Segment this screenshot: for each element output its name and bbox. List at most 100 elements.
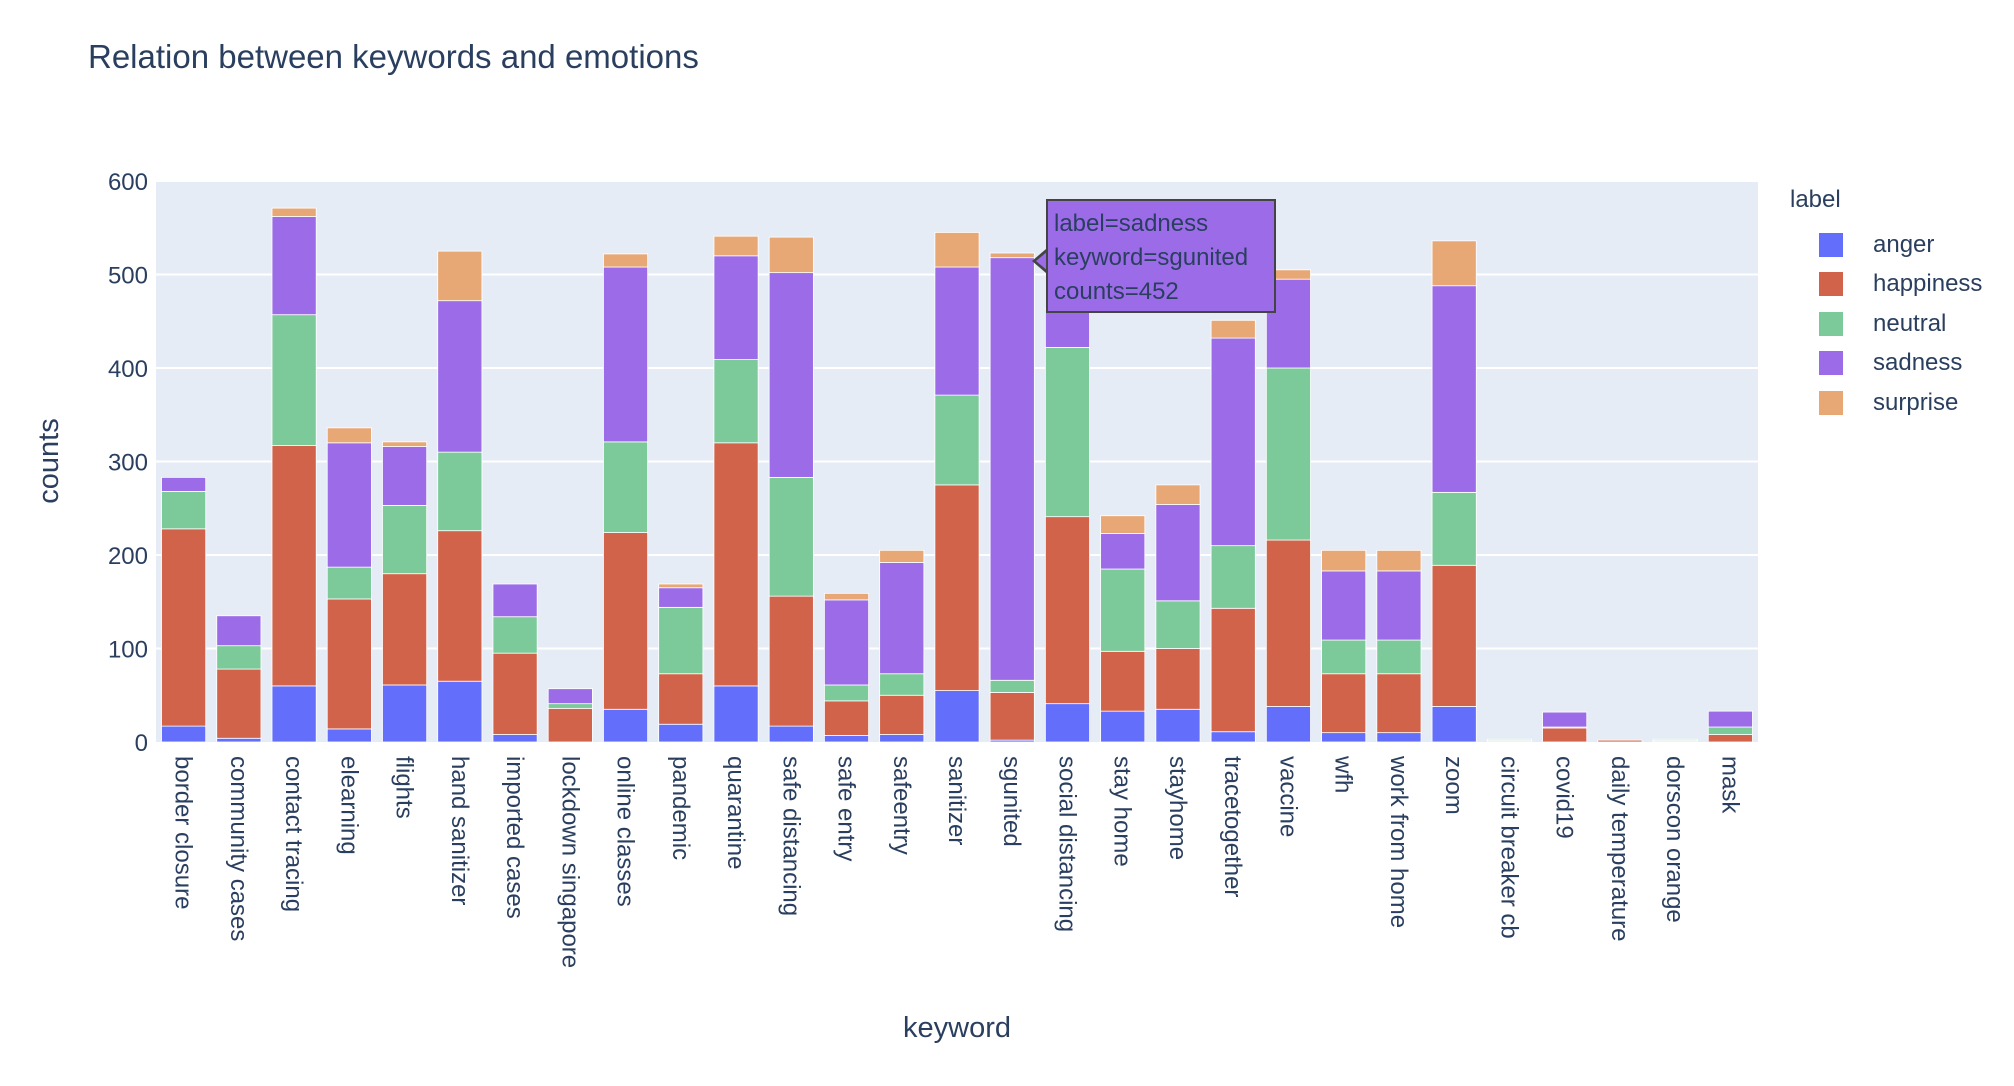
bar-mask-sadness[interactable] [1707, 710, 1753, 728]
bar-imported-cases-happiness[interactable] [492, 652, 538, 735]
bar-stay-home-neutral[interactable] [1100, 568, 1146, 652]
bar-sanitizer-neutral[interactable] [934, 394, 980, 486]
bar-elearning-happiness[interactable] [326, 598, 372, 730]
bar-pandemic-neutral[interactable] [658, 606, 704, 675]
bar-stayhome-anger[interactable] [1155, 708, 1201, 743]
bar-community-cases-neutral[interactable] [216, 645, 262, 670]
bar-sgunited-happiness[interactable] [989, 692, 1035, 741]
legend-item-surprise[interactable]: surprise [1786, 383, 2006, 423]
bar-covid19-happiness[interactable] [1542, 727, 1588, 743]
bar-border-closure-happiness[interactable] [161, 528, 207, 727]
bar-social-distancing-happiness[interactable] [1044, 516, 1090, 705]
bar-stay-home-happiness[interactable] [1100, 650, 1146, 712]
bar-safeentry-anger[interactable] [879, 734, 925, 743]
bar-imported-cases-anger[interactable] [492, 734, 538, 743]
bar-mask-happiness[interactable] [1707, 734, 1753, 743]
bar-elearning-neutral[interactable] [326, 566, 372, 600]
bar-lockdown-singapore-sadness[interactable] [547, 688, 593, 705]
bar-tracetogether-anger[interactable] [1210, 731, 1256, 743]
bar-zoom-surprise[interactable] [1431, 240, 1477, 287]
bar-work-from-home-happiness[interactable] [1376, 673, 1422, 734]
legend-item-anger[interactable]: anger [1786, 225, 2006, 265]
bar-stayhome-happiness[interactable] [1155, 648, 1201, 710]
bar-online-classes-neutral[interactable] [603, 441, 649, 533]
bar-sanitizer-happiness[interactable] [934, 484, 980, 691]
bar-safe-entry-surprise[interactable] [824, 592, 870, 601]
bar-hand-sanitizer-sadness[interactable] [437, 300, 483, 453]
bar-online-classes-sadness[interactable] [603, 266, 649, 443]
bar-work-from-home-neutral[interactable] [1376, 639, 1422, 675]
bar-dorscon-orange-sadness[interactable] [1652, 738, 1698, 741]
bar-quarantine-neutral[interactable] [713, 359, 759, 444]
bar-contact-tracing-surprise[interactable] [271, 207, 317, 217]
legend-item-sadness[interactable]: sadness [1786, 344, 2006, 384]
bar-stay-home-anger[interactable] [1100, 710, 1146, 743]
bar-safe-entry-neutral[interactable] [824, 684, 870, 702]
bar-sgunited-surprise[interactable] [989, 252, 1035, 259]
bar-lockdown-singapore-neutral[interactable] [547, 703, 593, 709]
bar-contact-tracing-anger[interactable] [271, 685, 317, 743]
bar-safeentry-surprise[interactable] [879, 549, 925, 563]
bar-wfh-sadness[interactable] [1321, 570, 1367, 641]
bar-wfh-anger[interactable] [1321, 732, 1367, 743]
bar-safeentry-neutral[interactable] [879, 673, 925, 696]
bar-safe-entry-sadness[interactable] [824, 599, 870, 686]
bar-vaccine-anger[interactable] [1265, 706, 1311, 743]
bar-community-cases-happiness[interactable] [216, 668, 262, 739]
bar-pandemic-sadness[interactable] [658, 587, 704, 608]
bar-stayhome-neutral[interactable] [1155, 600, 1201, 649]
bar-safe-distancing-surprise[interactable] [768, 236, 814, 274]
bar-hand-sanitizer-anger[interactable] [437, 680, 483, 743]
bar-flights-anger[interactable] [382, 684, 428, 743]
bar-elearning-surprise[interactable] [326, 427, 372, 444]
bar-pandemic-surprise[interactable] [658, 583, 704, 589]
bar-sanitizer-surprise[interactable] [934, 232, 980, 268]
bar-wfh-neutral[interactable] [1321, 639, 1367, 675]
bar-work-from-home-surprise[interactable] [1376, 549, 1422, 572]
bar-safe-distancing-happiness[interactable] [768, 595, 814, 727]
bar-safeentry-sadness[interactable] [879, 562, 925, 675]
bar-imported-cases-sadness[interactable] [492, 583, 538, 618]
bar-contact-tracing-neutral[interactable] [271, 314, 317, 447]
bar-stayhome-surprise[interactable] [1155, 484, 1201, 505]
legend-item-happiness[interactable]: happiness [1786, 265, 2006, 305]
bar-pandemic-anger[interactable] [658, 723, 704, 743]
bar-quarantine-surprise[interactable] [713, 235, 759, 257]
bar-work-from-home-sadness[interactable] [1376, 570, 1422, 641]
bar-border-closure-neutral[interactable] [161, 491, 207, 530]
bar-flights-surprise[interactable] [382, 441, 428, 447]
bar-border-closure-sadness[interactable] [161, 476, 207, 492]
bar-safeentry-happiness[interactable] [879, 694, 925, 735]
bar-quarantine-happiness[interactable] [713, 442, 759, 687]
bar-contact-tracing-happiness[interactable] [271, 445, 317, 687]
bar-tracetogether-neutral[interactable] [1210, 545, 1256, 609]
bar-safe-distancing-anger[interactable] [768, 725, 814, 743]
bar-tracetogether-happiness[interactable] [1210, 607, 1256, 733]
bar-zoom-happiness[interactable] [1431, 564, 1477, 707]
bar-elearning-sadness[interactable] [326, 442, 372, 568]
bar-online-classes-happiness[interactable] [603, 532, 649, 710]
bar-hand-sanitizer-surprise[interactable] [437, 250, 483, 302]
bar-hand-sanitizer-neutral[interactable] [437, 451, 483, 532]
bar-mask-neutral[interactable] [1707, 726, 1753, 735]
bar-flights-happiness[interactable] [382, 573, 428, 686]
bar-elearning-anger[interactable] [326, 728, 372, 743]
bar-safe-entry-happiness[interactable] [824, 700, 870, 736]
bar-tracetogether-sadness[interactable] [1210, 337, 1256, 547]
bar-quarantine-anger[interactable] [713, 685, 759, 743]
bar-online-classes-anger[interactable] [603, 708, 649, 743]
bar-flights-neutral[interactable] [382, 505, 428, 575]
bar-community-cases-sadness[interactable] [216, 615, 262, 647]
bar-social-distancing-neutral[interactable] [1044, 347, 1090, 518]
bar-lockdown-singapore-happiness[interactable] [547, 707, 593, 743]
bar-community-cases-anger[interactable] [216, 737, 262, 743]
bar-sgunited-sadness[interactable] [989, 257, 1035, 681]
bar-covid19-sadness[interactable] [1542, 711, 1588, 728]
bar-stay-home-surprise[interactable] [1100, 515, 1146, 534]
bar-zoom-sadness[interactable] [1431, 285, 1477, 493]
bar-contact-tracing-sadness[interactable] [271, 216, 317, 316]
bar-sgunited-neutral[interactable] [989, 679, 1035, 693]
bar-safe-distancing-sadness[interactable] [768, 272, 814, 478]
bar-quarantine-sadness[interactable] [713, 255, 759, 360]
bar-vaccine-neutral[interactable] [1265, 367, 1311, 541]
